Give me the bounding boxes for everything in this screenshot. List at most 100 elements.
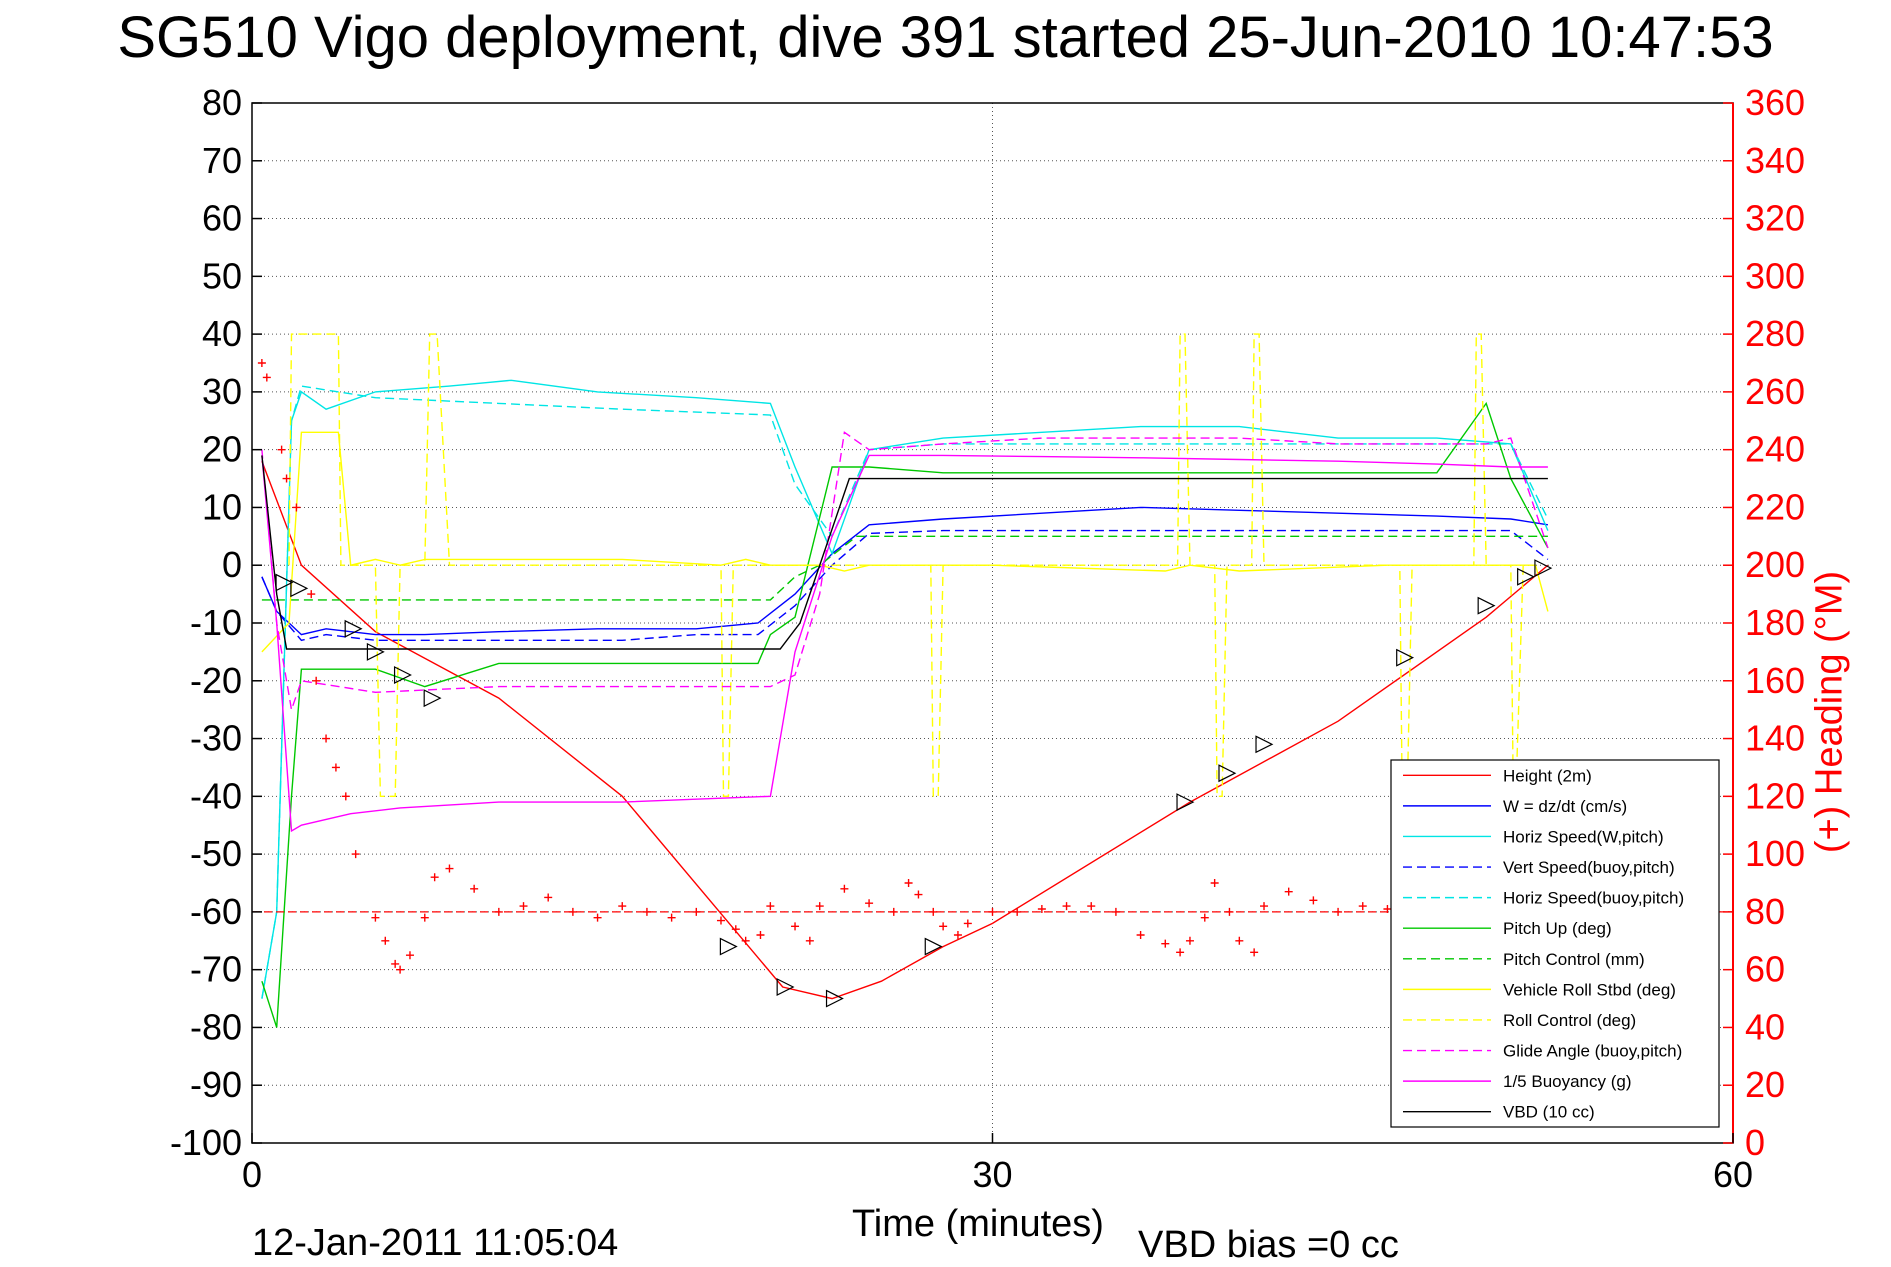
heading-point bbox=[381, 936, 390, 945]
series-line-11 bbox=[261, 455, 1548, 650]
y-tick-label: -60 bbox=[190, 891, 242, 932]
heading-point bbox=[929, 907, 938, 916]
heading-point bbox=[277, 445, 286, 454]
dive-marker-triangle bbox=[423, 689, 442, 708]
series-line-9 bbox=[261, 431, 1549, 710]
heading-point bbox=[1383, 905, 1392, 913]
heading-point bbox=[1176, 948, 1185, 957]
heading-point bbox=[618, 902, 627, 911]
heading-point bbox=[1260, 902, 1269, 911]
legend-entry-label: Height (2m) bbox=[1503, 766, 1592, 785]
dive-marker-triangle bbox=[290, 579, 309, 598]
legend-entry-label: Vert Speed(buoy,pitch) bbox=[1503, 858, 1675, 877]
heading-point bbox=[815, 902, 824, 911]
heading-series bbox=[252, 359, 1733, 974]
heading-point bbox=[391, 959, 400, 968]
heading-point bbox=[430, 873, 439, 882]
chart-title: SG510 Vigo deployment, dive 391 started … bbox=[117, 5, 1774, 70]
y-tick-label: -50 bbox=[190, 833, 242, 874]
heading-point bbox=[889, 907, 898, 916]
legend-entry-label: Roll Control (deg) bbox=[1503, 1011, 1636, 1030]
heading-point bbox=[568, 907, 577, 916]
heading-point bbox=[371, 913, 380, 922]
right-y-axis-label: (+) Heading (°M) bbox=[1808, 570, 1851, 854]
dive-marker-triangle bbox=[1517, 567, 1536, 586]
legend-entry-label: 1/5 Buoyancy (g) bbox=[1503, 1072, 1632, 1091]
legend-entry-label: Horiz Speed(W,pitch) bbox=[1503, 827, 1664, 846]
heading-point bbox=[494, 907, 503, 916]
heading-point bbox=[1013, 907, 1022, 916]
series-line-3 bbox=[261, 529, 1549, 642]
heading-point bbox=[257, 359, 266, 367]
series-line-8 bbox=[288, 333, 1524, 797]
x-axis: 0 30 60 bbox=[242, 1133, 1753, 1195]
x-tick-label: 30 bbox=[972, 1154, 1012, 1195]
heading-point bbox=[1334, 907, 1343, 916]
series-line-7 bbox=[261, 431, 1549, 653]
y2-tick-label: 360 bbox=[1745, 82, 1805, 123]
dive-marker-triangle bbox=[366, 642, 385, 661]
heading-point bbox=[865, 899, 874, 908]
dive-marker-triangle bbox=[719, 937, 738, 956]
y2-tick-label: 320 bbox=[1745, 198, 1805, 239]
y-tick-label: -80 bbox=[190, 1006, 242, 1047]
heading-point bbox=[341, 792, 350, 801]
heading-point bbox=[445, 864, 454, 873]
heading-point bbox=[1136, 931, 1145, 939]
heading-point bbox=[1185, 936, 1194, 945]
y2-tick-label: 340 bbox=[1745, 140, 1805, 181]
heading-point bbox=[292, 503, 301, 512]
dive-marker-triangle bbox=[1176, 793, 1195, 812]
heading-point bbox=[988, 907, 997, 916]
heading-point bbox=[1200, 913, 1209, 922]
heading-point bbox=[756, 931, 765, 939]
vbd-bias-label: VBD bias =0 cc bbox=[1138, 1224, 1399, 1266]
heading-point bbox=[805, 936, 814, 945]
heading-point bbox=[351, 850, 360, 859]
dive-markers bbox=[275, 559, 1553, 1008]
y2-tick-label: 280 bbox=[1745, 313, 1805, 354]
heading-point bbox=[840, 884, 849, 893]
y2-tick-label: 80 bbox=[1745, 891, 1785, 932]
x-axis-label: Time (minutes) bbox=[852, 1203, 1104, 1245]
y-tick-label: 40 bbox=[202, 313, 242, 354]
y2-tick-label: 100 bbox=[1745, 833, 1805, 874]
y-tick-label: -20 bbox=[190, 660, 242, 701]
heading-point bbox=[1284, 887, 1293, 896]
heading-point bbox=[331, 763, 340, 772]
heading-point bbox=[1062, 902, 1071, 911]
y-tick-label: -10 bbox=[190, 602, 242, 643]
series-line-0 bbox=[261, 460, 1549, 1000]
heading-point bbox=[312, 676, 321, 685]
plot-timestamp: 12-Jan-2011 11:05:04 bbox=[252, 1222, 619, 1264]
data-series bbox=[261, 333, 1549, 1028]
heading-point bbox=[1358, 902, 1367, 911]
dive-marker-triangle bbox=[924, 937, 943, 956]
y-tick-label: -30 bbox=[190, 718, 242, 759]
heading-point bbox=[963, 919, 972, 928]
heading-point bbox=[716, 916, 725, 925]
dive-marker-triangle bbox=[1396, 648, 1415, 667]
heading-point bbox=[731, 925, 740, 934]
y2-tick-label: 200 bbox=[1745, 544, 1805, 585]
dive-marker-triangle bbox=[776, 978, 795, 996]
heading-point bbox=[953, 931, 962, 939]
heading-point bbox=[642, 907, 651, 916]
y2-tick-label: 140 bbox=[1745, 718, 1805, 759]
heading-point bbox=[322, 734, 331, 743]
heading-point bbox=[262, 373, 271, 382]
y-tick-label: 10 bbox=[202, 486, 242, 527]
y-tick-label: 30 bbox=[202, 371, 242, 412]
heading-point bbox=[405, 951, 414, 960]
y-tick-label: 20 bbox=[202, 429, 242, 470]
series-line-2 bbox=[261, 379, 1549, 999]
heading-point bbox=[307, 590, 316, 599]
y2-tick-label: 180 bbox=[1745, 602, 1805, 643]
heading-point bbox=[1161, 939, 1170, 948]
y-tick-label: -100 bbox=[170, 1122, 242, 1163]
heading-point bbox=[593, 913, 602, 922]
y2-tick-label: 300 bbox=[1745, 255, 1805, 296]
legend-entry-label: Pitch Up (deg) bbox=[1503, 919, 1612, 938]
x-tick-label: 0 bbox=[242, 1154, 262, 1195]
